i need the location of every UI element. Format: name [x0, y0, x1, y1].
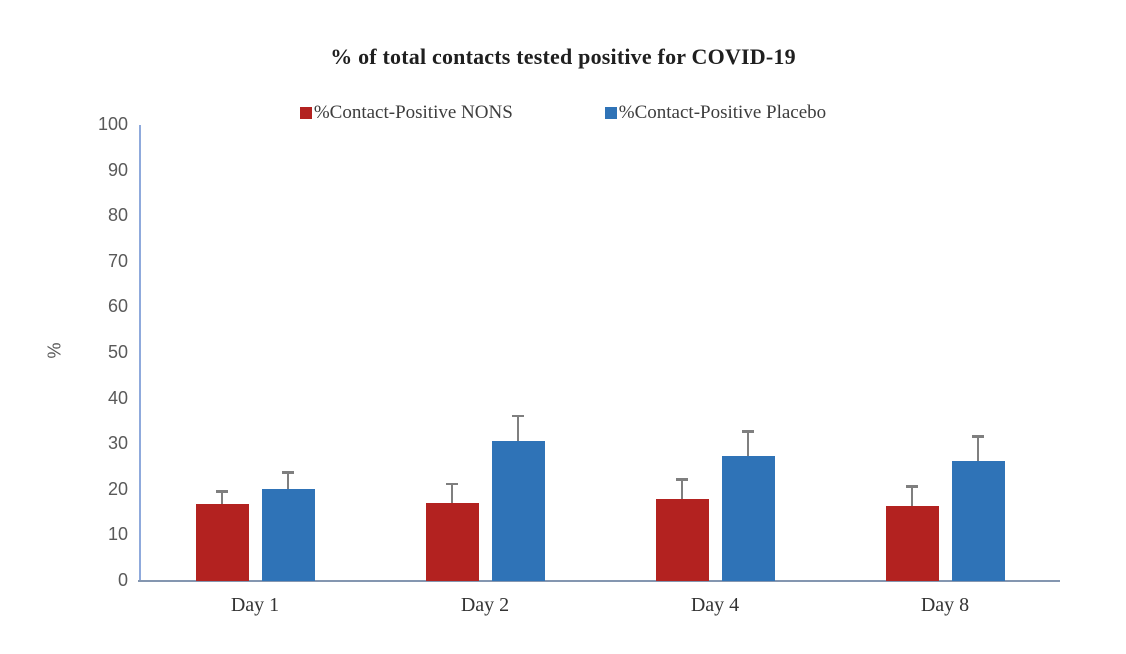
error-bar-cap: [216, 490, 228, 493]
legend-swatch-nons: [299, 107, 312, 119]
error-bar-whisker: [747, 431, 749, 457]
chart-title: % of total contacts tested positive for …: [330, 44, 796, 69]
bar-placebo-day-8: [951, 461, 1005, 581]
bar-nons-day-2: [425, 502, 479, 581]
x-category-label-day-1: Day 1: [230, 594, 280, 616]
y-axis-line: [139, 125, 141, 582]
y-tick-label-10: 10: [107, 524, 128, 545]
error-bar-whisker: [451, 483, 453, 503]
legend: %Contact-Positive NONS %Contact-Positive…: [0, 102, 1126, 124]
error-bar-cap: [512, 414, 524, 418]
x-category-label-day-2: Day 2: [460, 594, 510, 616]
error-bar-whisker: [911, 486, 913, 506]
error-bar-cap: [906, 485, 918, 488]
y-tick-label-100: 100: [97, 114, 128, 134]
bar-placebo-day-1: [261, 489, 315, 581]
x-category-label-day-8: Day 8: [920, 594, 970, 616]
error-bar-whisker: [287, 472, 289, 490]
error-bar-whisker: [517, 415, 519, 441]
y-tick-label-70: 70: [107, 250, 128, 271]
legend-item-nons: %Contact-Positive NONS: [299, 102, 513, 124]
y-tick-label-60: 60: [107, 296, 128, 317]
y-tick-label-0: 0: [117, 570, 128, 590]
bar-placebo-day-2: [491, 441, 545, 581]
error-bar-cap: [972, 435, 984, 438]
bar-nons-day-4: [655, 498, 709, 581]
error-bar-whisker: [977, 436, 979, 462]
error-bar-cap: [282, 471, 294, 474]
legend-item-placebo: %Contact-Positive Placebo: [604, 102, 827, 124]
y-tick-label-50: 50: [107, 342, 128, 362]
bar-nons-day-1: [195, 504, 249, 581]
error-bar-whisker: [221, 491, 223, 505]
y-tick-label-40: 40: [107, 387, 128, 408]
x-category-label-day-4: Day 4: [690, 594, 740, 616]
y-tick-label-80: 80: [107, 205, 128, 226]
error-bar-cap: [676, 478, 688, 481]
legend-swatch-placebo: [604, 107, 617, 119]
x-axis-line: [138, 580, 1060, 582]
legend-label-nons: %Contact-Positive NONS: [313, 102, 513, 123]
legend-label-placebo: %Contact-Positive Placebo: [618, 102, 827, 123]
bar-nons-day-8: [885, 505, 939, 581]
y-tick-label-30: 30: [107, 433, 128, 454]
error-bar-cap: [446, 482, 458, 486]
error-bar-cap: [742, 430, 754, 433]
bar-placebo-day-4: [721, 456, 775, 581]
y-tick-label-20: 20: [107, 478, 128, 499]
error-bar-whisker: [681, 479, 683, 499]
y-tick-label-90: 90: [107, 159, 128, 180]
